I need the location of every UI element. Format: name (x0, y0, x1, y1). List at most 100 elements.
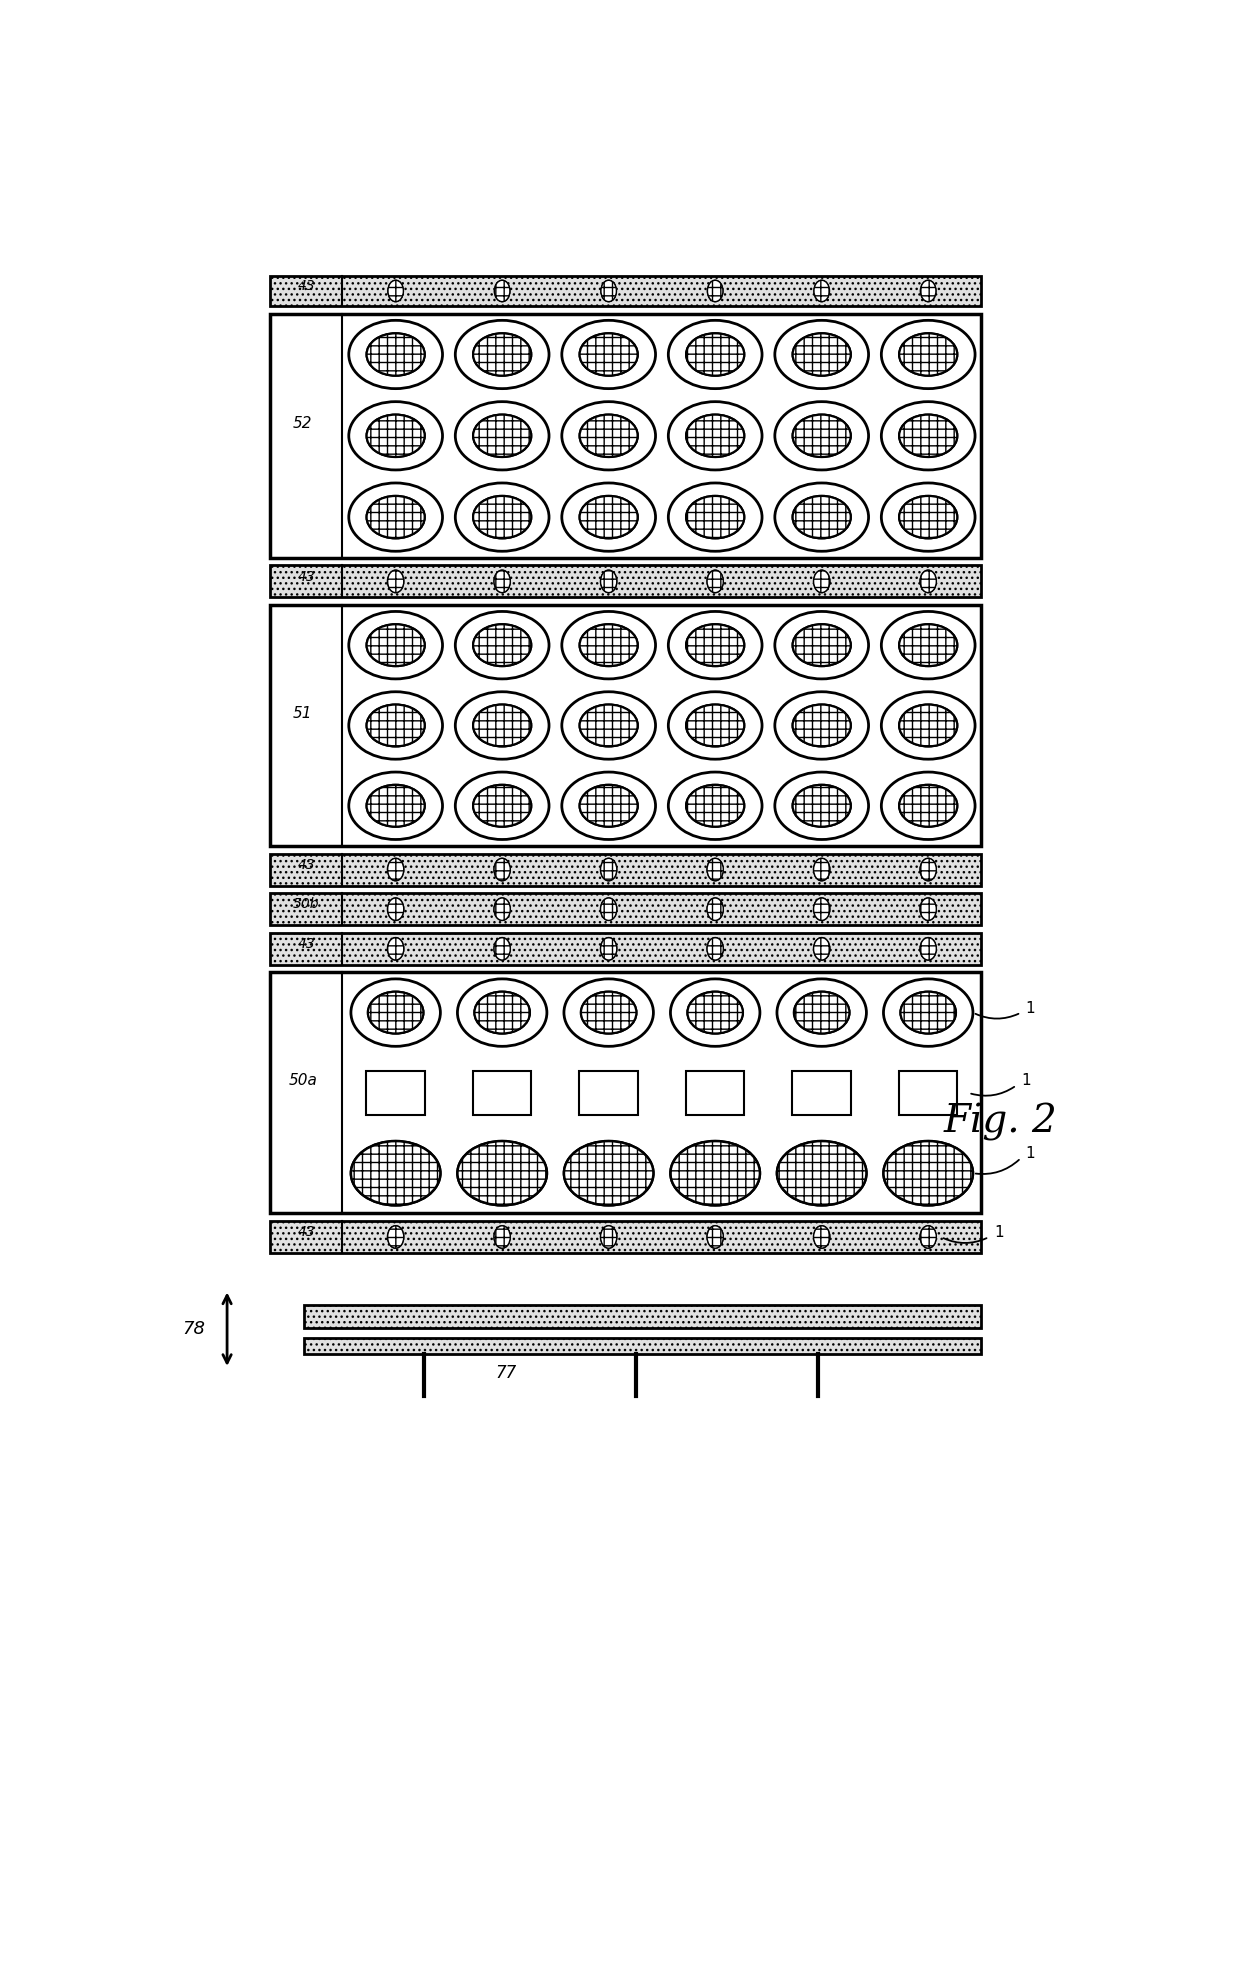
Ellipse shape (882, 321, 975, 388)
Ellipse shape (351, 978, 440, 1045)
Ellipse shape (792, 333, 851, 376)
Bar (579, 1071, 637, 1115)
Bar (270, 972, 982, 1214)
Ellipse shape (474, 784, 531, 828)
Ellipse shape (458, 1140, 547, 1206)
Ellipse shape (367, 705, 425, 746)
Ellipse shape (600, 899, 616, 921)
Ellipse shape (474, 414, 531, 457)
Ellipse shape (348, 772, 443, 840)
Ellipse shape (495, 281, 510, 301)
Ellipse shape (562, 612, 656, 679)
Ellipse shape (899, 784, 957, 828)
Ellipse shape (775, 772, 868, 840)
Ellipse shape (882, 483, 975, 550)
Text: 78: 78 (182, 1321, 205, 1338)
Ellipse shape (899, 784, 957, 828)
Ellipse shape (495, 281, 510, 301)
Ellipse shape (494, 570, 511, 592)
Ellipse shape (579, 624, 637, 665)
Ellipse shape (686, 624, 744, 665)
Ellipse shape (388, 1226, 404, 1247)
Ellipse shape (920, 570, 936, 592)
Text: 52: 52 (293, 416, 312, 432)
Ellipse shape (813, 1226, 830, 1247)
Ellipse shape (686, 495, 744, 539)
Ellipse shape (367, 624, 425, 665)
Text: 50b: 50b (293, 897, 320, 911)
Ellipse shape (920, 281, 936, 301)
Ellipse shape (494, 1226, 511, 1247)
Ellipse shape (579, 784, 637, 828)
Ellipse shape (579, 495, 637, 539)
Ellipse shape (882, 402, 975, 469)
Ellipse shape (707, 939, 723, 960)
Ellipse shape (388, 939, 404, 960)
Ellipse shape (579, 414, 637, 457)
Ellipse shape (792, 705, 851, 746)
Ellipse shape (474, 705, 531, 746)
Ellipse shape (775, 483, 868, 550)
Ellipse shape (474, 333, 531, 376)
Ellipse shape (494, 570, 511, 592)
Ellipse shape (562, 321, 656, 388)
Ellipse shape (368, 992, 423, 1034)
Text: 1: 1 (1022, 1073, 1030, 1089)
Ellipse shape (600, 939, 616, 960)
Ellipse shape (579, 784, 637, 828)
Ellipse shape (367, 333, 425, 376)
Ellipse shape (600, 570, 616, 592)
Ellipse shape (388, 1226, 404, 1247)
Ellipse shape (367, 705, 425, 746)
Ellipse shape (883, 1140, 973, 1206)
Ellipse shape (601, 281, 616, 301)
Text: 43: 43 (298, 279, 315, 293)
Text: 43: 43 (298, 570, 315, 584)
Bar (686, 1071, 744, 1115)
Ellipse shape (668, 691, 763, 758)
Ellipse shape (686, 705, 744, 746)
Ellipse shape (600, 1226, 616, 1247)
Ellipse shape (686, 414, 744, 457)
Ellipse shape (668, 612, 763, 679)
Ellipse shape (474, 414, 531, 457)
Ellipse shape (671, 1140, 760, 1206)
Ellipse shape (474, 495, 531, 539)
Ellipse shape (707, 1226, 723, 1247)
Ellipse shape (883, 1140, 973, 1206)
Ellipse shape (707, 859, 723, 881)
Ellipse shape (813, 281, 830, 301)
Ellipse shape (562, 483, 656, 550)
Ellipse shape (777, 978, 867, 1045)
Ellipse shape (601, 281, 616, 301)
Ellipse shape (899, 495, 957, 539)
Ellipse shape (920, 939, 936, 960)
Ellipse shape (777, 1140, 867, 1206)
Ellipse shape (794, 992, 849, 1034)
Ellipse shape (367, 784, 425, 828)
Ellipse shape (708, 281, 723, 301)
Ellipse shape (707, 939, 723, 960)
Text: 43: 43 (298, 937, 315, 950)
Ellipse shape (579, 333, 637, 376)
Ellipse shape (920, 570, 936, 592)
Ellipse shape (388, 570, 404, 592)
Ellipse shape (687, 992, 743, 1034)
Ellipse shape (707, 1226, 723, 1247)
Ellipse shape (494, 859, 511, 881)
Ellipse shape (813, 570, 830, 592)
Ellipse shape (792, 414, 851, 457)
Ellipse shape (579, 333, 637, 376)
Ellipse shape (686, 495, 744, 539)
Ellipse shape (707, 899, 723, 921)
Ellipse shape (668, 321, 763, 388)
Ellipse shape (794, 992, 849, 1034)
Ellipse shape (388, 899, 404, 921)
Ellipse shape (474, 624, 531, 665)
Ellipse shape (455, 402, 549, 469)
Ellipse shape (900, 992, 956, 1034)
Bar (270, 275, 982, 307)
Ellipse shape (494, 1226, 511, 1247)
Ellipse shape (813, 1226, 830, 1247)
Ellipse shape (686, 784, 744, 828)
